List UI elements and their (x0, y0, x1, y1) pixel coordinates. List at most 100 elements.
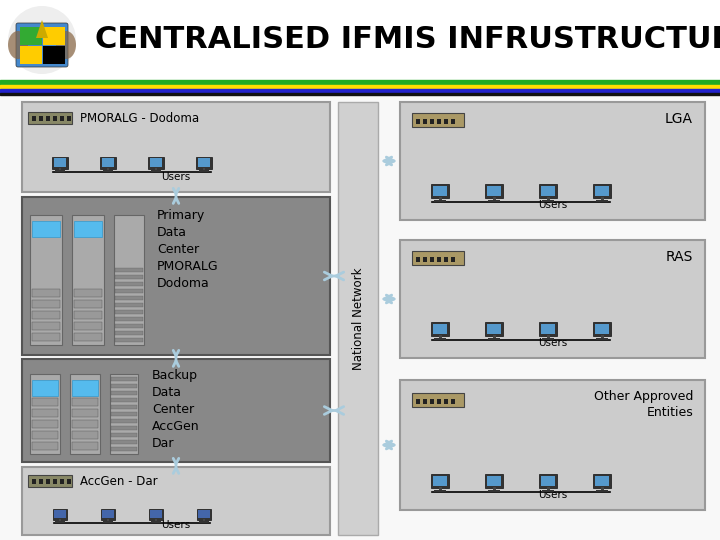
Text: RAS: RAS (665, 250, 693, 264)
Bar (32, 442, 58, 450)
Bar (32, 380, 58, 396)
Bar (107, 519, 109, 522)
Bar (488, 338, 500, 340)
Bar (32, 311, 60, 319)
Bar (111, 447, 137, 451)
FancyBboxPatch shape (16, 23, 68, 67)
Bar (430, 257, 434, 262)
Bar (595, 324, 609, 334)
Bar (32, 479, 36, 484)
Bar (20, 46, 42, 64)
Bar (487, 476, 501, 486)
Bar (431, 474, 449, 488)
Bar (488, 490, 500, 492)
Bar (434, 200, 446, 202)
Bar (546, 335, 549, 339)
Bar (400, 102, 705, 220)
Bar (148, 157, 163, 168)
Bar (70, 374, 100, 454)
Bar (451, 119, 455, 124)
Bar (542, 490, 554, 492)
Text: LGA: LGA (665, 112, 693, 126)
Bar (28, 112, 72, 124)
Bar (150, 158, 162, 167)
Bar (434, 490, 446, 492)
Bar (22, 359, 330, 462)
Bar (107, 168, 109, 171)
Bar (110, 374, 138, 454)
Bar (438, 335, 441, 339)
Bar (115, 317, 143, 321)
Bar (115, 275, 143, 279)
Bar (488, 200, 500, 202)
Bar (400, 380, 705, 510)
Text: Users: Users (538, 490, 567, 500)
Bar (0, 95, 720, 540)
Bar (32, 116, 36, 121)
Bar (72, 409, 98, 417)
Bar (22, 102, 330, 192)
Text: Primary
Data
Center
PMORALG
Dodoma: Primary Data Center PMORALG Dodoma (157, 209, 219, 290)
Bar (67, 116, 71, 121)
Bar (43, 46, 65, 64)
Text: Backup
Data
Center
AccGen
Dar: Backup Data Center AccGen Dar (152, 369, 199, 450)
Bar (437, 119, 441, 124)
Bar (115, 324, 143, 328)
Bar (46, 479, 50, 484)
Text: National Network: National Network (351, 267, 364, 370)
Bar (151, 522, 161, 523)
Bar (72, 442, 98, 450)
Bar (487, 186, 501, 196)
Bar (32, 398, 58, 406)
Bar (412, 251, 464, 265)
Bar (593, 322, 611, 336)
Bar (451, 399, 455, 404)
Bar (60, 116, 64, 121)
Bar (437, 399, 441, 404)
Text: AccGen - Dar: AccGen - Dar (80, 475, 158, 488)
Bar (485, 474, 503, 488)
Bar (438, 197, 441, 200)
Bar (539, 184, 557, 198)
Bar (0, 93, 720, 95)
Text: CENTRALISED IFMIS INFRUSTRUCTURE: CENTRALISED IFMIS INFRUSTRUCTURE (95, 25, 720, 55)
Bar (55, 522, 65, 523)
Bar (53, 157, 68, 168)
Bar (30, 374, 60, 454)
Bar (67, 479, 71, 484)
Bar (103, 522, 113, 523)
Bar (431, 322, 449, 336)
Bar (430, 399, 434, 404)
Bar (111, 426, 137, 430)
Bar (437, 257, 441, 262)
Bar (198, 158, 210, 167)
Bar (114, 215, 144, 345)
Bar (433, 324, 447, 334)
Bar (53, 509, 67, 520)
Bar (444, 119, 448, 124)
Bar (74, 322, 102, 330)
Bar (32, 333, 60, 341)
Bar (546, 197, 549, 200)
Bar (433, 186, 447, 196)
Bar (74, 333, 102, 341)
Bar (485, 322, 503, 336)
Bar (111, 440, 137, 444)
Bar (155, 168, 157, 171)
Text: Users: Users (161, 520, 191, 530)
Bar (22, 197, 330, 355)
Bar (111, 384, 137, 388)
Bar (30, 215, 62, 345)
Bar (542, 200, 554, 202)
Bar (72, 398, 98, 406)
Bar (111, 398, 137, 402)
Bar (438, 487, 441, 490)
Bar (115, 289, 143, 293)
Bar (32, 300, 60, 308)
Bar (39, 116, 43, 121)
Bar (541, 186, 555, 196)
Text: Users: Users (538, 200, 567, 210)
Bar (74, 289, 102, 297)
Bar (541, 476, 555, 486)
Bar (203, 168, 205, 171)
